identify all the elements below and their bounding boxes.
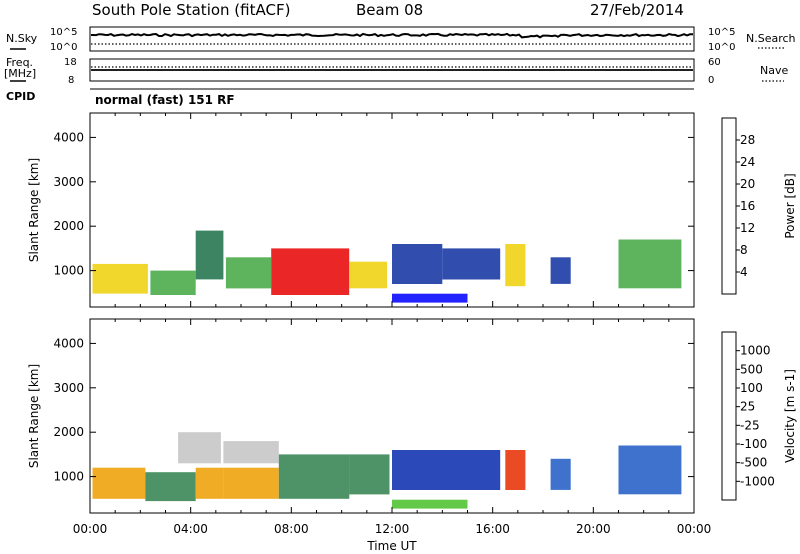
y-axis-label: Slant Range [km] xyxy=(27,158,41,262)
ytick-label: 2000 xyxy=(53,425,84,439)
ytick-label: 2000 xyxy=(53,219,84,233)
ytick-label: 1000 xyxy=(53,264,84,278)
colorbar-frame xyxy=(721,117,737,295)
colorbar-tick-label: 8 xyxy=(740,243,748,257)
data-patch-11 xyxy=(550,458,571,490)
colorbar-label: Velocity [m s-1] xyxy=(783,369,797,463)
xtick-label: 20:00 xyxy=(576,522,611,536)
colorbar-tick-label: 500 xyxy=(740,362,763,376)
colorbar-tick-label: 12 xyxy=(740,221,755,235)
freq-label: Freq. xyxy=(6,56,33,69)
velocity-colorbar: 1000 500 100 25 -25 -100 -500 -1000 Velocity [m … xyxy=(721,331,797,501)
xtick-label: 04:00 xyxy=(173,522,208,536)
data-patch-6 xyxy=(278,454,350,499)
colorbar-tick-label: 16 xyxy=(740,199,755,213)
data-patch-11 xyxy=(618,239,682,289)
y-axis-label: Slant Range [km] xyxy=(27,364,41,468)
data-patch-3 xyxy=(225,257,272,289)
nave-tick-high: 60 xyxy=(708,57,721,68)
nsearch-tick-high: 10^5 xyxy=(708,27,735,38)
xtick-label: 00:00 xyxy=(677,522,712,536)
nsky-tick-low: 10^0 xyxy=(50,42,77,53)
colorbar-tick-label: -25 xyxy=(740,418,760,432)
data-patch-5 xyxy=(223,441,279,464)
ytick-label: 4000 xyxy=(53,130,84,144)
freq-unit: [MHz] xyxy=(4,67,36,80)
data-patch-12 xyxy=(618,445,682,495)
x-axis-label: Time UT xyxy=(366,539,417,553)
data-patch-1 xyxy=(150,270,196,295)
power-panel: 1000 2000 3000 4000 Slant Range [km] xyxy=(27,112,695,308)
colorbar-label: Power [dB] xyxy=(783,173,797,238)
colorbar-tick-label: 20 xyxy=(740,177,755,191)
colorbar-frame xyxy=(721,331,737,501)
xtick-label: 12:00 xyxy=(375,522,410,536)
nsearch-label: N.Search xyxy=(746,32,796,45)
date-label: 27/Feb/2014 xyxy=(590,1,684,19)
ytick-label: 1000 xyxy=(53,470,84,484)
cpid-value: normal (fast) 151 RF xyxy=(95,93,235,107)
data-patch-4 xyxy=(223,467,279,499)
data-patch-6 xyxy=(392,244,443,284)
data-patch-3 xyxy=(195,467,224,499)
station-title: South Pole Station (fitACF) xyxy=(92,1,290,19)
nsky-tick-high: 10^5 xyxy=(50,27,77,38)
data-patch-9 xyxy=(505,244,526,287)
freq-tick-low: 8 xyxy=(68,75,74,86)
ytick-label: 4000 xyxy=(53,336,84,350)
freq-tick-high: 18 xyxy=(64,57,77,68)
colorbar-tick-label: 4 xyxy=(740,265,748,279)
beam-label: Beam 08 xyxy=(356,1,423,19)
data-patch-5 xyxy=(349,261,387,289)
colorbar-tick-label: -500 xyxy=(740,456,767,470)
velocity-panel: 1000 2000 3000 4000 Slant Range [km] 00:00 04:… xyxy=(27,318,712,553)
data-patch-4 xyxy=(271,248,350,295)
colorbar-tick-label: 100 xyxy=(740,381,763,395)
data-patch-2 xyxy=(195,230,224,280)
power-colorbar: 4 8 12 16 20 24 28 Power [dB] xyxy=(721,117,797,295)
cpid-label: CPID xyxy=(6,90,35,103)
nsky-label: N.Sky xyxy=(6,32,38,45)
ytick-label: 3000 xyxy=(53,381,84,395)
data-patch-0 xyxy=(92,467,146,499)
colorbar-tick-label: 1000 xyxy=(740,344,771,358)
data-patch-10 xyxy=(505,450,526,490)
colorbar-tick-label: -100 xyxy=(740,437,767,451)
data-patch-10 xyxy=(550,257,571,284)
data-patch-0 xyxy=(92,263,148,294)
data-patch-7 xyxy=(392,293,468,303)
data-patch-2 xyxy=(178,432,221,464)
nsky-strip-frame xyxy=(89,26,695,52)
colorbar-tick-label: -1000 xyxy=(740,474,775,488)
data-patch-8 xyxy=(392,450,501,490)
colorbar-tick-label: 24 xyxy=(740,155,755,169)
data-patch-7 xyxy=(349,454,390,495)
xtick-label: 00:00 xyxy=(73,522,108,536)
colorbar-tick-label: 25 xyxy=(740,400,755,414)
data-patch-9 xyxy=(392,499,468,509)
nsky-trace xyxy=(91,32,693,39)
xtick-label: 16:00 xyxy=(475,522,510,536)
freq-strip-frame xyxy=(89,58,695,82)
nsearch-tick-low: 10^0 xyxy=(708,42,735,53)
colorbar-tick-label: 28 xyxy=(740,133,755,147)
xtick-label: 08:00 xyxy=(274,522,309,536)
nave-tick-low: 0 xyxy=(708,75,714,86)
data-patch-1 xyxy=(145,472,196,502)
ytick-label: 3000 xyxy=(53,175,84,189)
nave-label: Nave xyxy=(760,64,788,77)
data-patch-8 xyxy=(442,248,501,280)
